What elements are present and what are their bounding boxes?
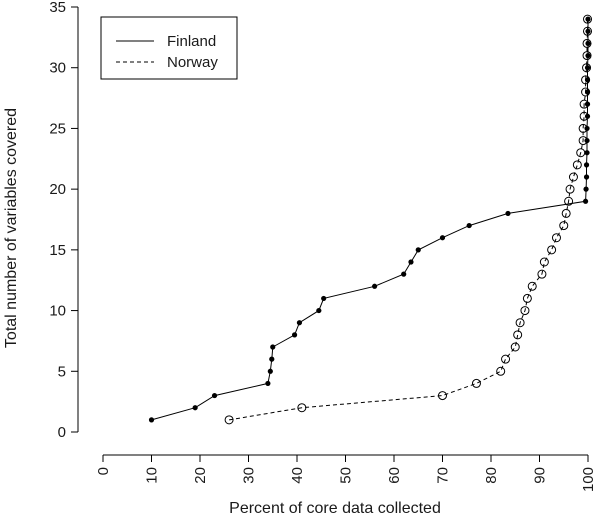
x-tick-label: 50 xyxy=(338,467,355,484)
data-point-finland xyxy=(505,210,511,217)
data-point-norway xyxy=(438,391,447,401)
legend-box xyxy=(100,16,238,80)
data-point-finland xyxy=(583,162,590,168)
data-point-norway xyxy=(551,233,561,243)
x-tick-label: 40 xyxy=(289,467,306,484)
data-point-norway xyxy=(527,281,537,291)
series-layer xyxy=(148,14,593,425)
data-point-finland xyxy=(584,150,590,156)
x-tick-label: 60 xyxy=(386,467,403,484)
data-point-finland xyxy=(415,247,421,253)
data-point-finland xyxy=(584,101,591,107)
data-point-norway xyxy=(582,63,592,73)
data-point-finland xyxy=(372,283,378,289)
data-point-finland xyxy=(211,392,218,399)
data-point-norway xyxy=(578,123,588,133)
series-norway xyxy=(224,14,593,425)
legend: Finland Norway xyxy=(100,16,238,80)
data-point-finland xyxy=(269,356,275,362)
x-tick-label: 0 xyxy=(95,467,112,475)
data-point-finland xyxy=(408,259,414,265)
data-point-finland xyxy=(584,113,591,119)
data-point-norway xyxy=(583,14,593,24)
data-point-norway xyxy=(579,99,589,109)
data-point-norway xyxy=(547,245,557,255)
data-point-finland xyxy=(296,320,303,326)
y-tick-label: 25 xyxy=(49,120,66,137)
series-line-finland xyxy=(151,19,589,421)
x-axis-title: Percent of core data collected xyxy=(229,500,441,517)
x-tick-label: 90 xyxy=(532,467,549,484)
data-point-norway xyxy=(522,293,532,303)
data-point-finland xyxy=(584,65,591,71)
data-point-norway xyxy=(583,26,593,36)
y-tick-label: 10 xyxy=(49,303,66,320)
data-point-finland xyxy=(584,89,591,95)
data-point-finland xyxy=(466,222,472,229)
data-point-finland xyxy=(585,16,591,22)
data-point-finland xyxy=(267,368,273,374)
data-point-finland xyxy=(585,28,591,34)
data-point-norway xyxy=(496,366,506,376)
data-point-norway xyxy=(582,51,592,61)
x-tick-label: 10 xyxy=(144,467,161,484)
data-point-finland xyxy=(584,77,591,83)
data-point-finland xyxy=(439,235,446,241)
series-line-norway xyxy=(229,19,588,421)
data-point-norway xyxy=(572,160,582,170)
data-point-norway xyxy=(582,38,592,48)
data-point-finland xyxy=(291,332,298,338)
x-tick-label: 100 xyxy=(580,467,596,492)
data-point-norway xyxy=(471,378,481,388)
data-point-finland xyxy=(192,405,198,411)
data-point-norway xyxy=(297,403,307,413)
data-point-finland xyxy=(321,295,327,302)
y-tick-label: 15 xyxy=(49,242,66,259)
y-axis-title: Total number of variables covered xyxy=(3,108,20,348)
data-point-norway xyxy=(539,257,549,267)
axes: 0 10 20 30 40 50 60 70 80 90 100 0 5 10 15 20 25 30 35 xyxy=(49,0,596,492)
y-tick-label: 5 xyxy=(58,363,66,380)
series-finland xyxy=(148,16,591,423)
data-point-finland xyxy=(583,174,590,180)
data-point-norway xyxy=(559,221,569,231)
y-tick-label: 20 xyxy=(49,181,66,198)
data-point-norway xyxy=(224,415,234,425)
legend-label-norway: Norway xyxy=(167,54,218,71)
data-point-norway xyxy=(579,111,589,121)
data-point-norway xyxy=(565,184,575,194)
y-tick-label: 35 xyxy=(49,0,66,16)
data-point-norway xyxy=(510,342,520,352)
data-point-norway xyxy=(578,136,588,146)
data-point-finland xyxy=(583,186,589,192)
data-point-norway xyxy=(568,172,578,182)
data-point-norway xyxy=(513,330,523,340)
data-point-finland xyxy=(585,40,591,47)
data-point-norway xyxy=(520,306,530,316)
legend-label-finland: Finland xyxy=(167,33,216,50)
data-point-finland xyxy=(585,52,591,59)
data-point-norway xyxy=(537,269,547,279)
y-tick-label: 0 xyxy=(58,424,66,441)
data-point-norway xyxy=(515,318,525,328)
data-point-norway xyxy=(501,354,511,364)
data-point-finland xyxy=(148,417,155,423)
data-point-finland xyxy=(316,307,322,314)
data-point-norway xyxy=(581,87,591,97)
y-tick-label: 30 xyxy=(49,60,66,77)
data-point-finland xyxy=(270,344,276,350)
data-point-norway xyxy=(581,75,591,85)
x-tick-label: 70 xyxy=(435,467,452,484)
x-tick-label: 80 xyxy=(483,467,500,484)
data-point-norway xyxy=(576,148,586,158)
data-point-finland xyxy=(582,198,589,204)
x-tick-label: 20 xyxy=(192,467,209,484)
x-tick-label: 30 xyxy=(241,467,258,484)
data-point-finland xyxy=(401,271,407,277)
data-point-norway xyxy=(564,196,574,206)
data-point-norway xyxy=(561,208,571,218)
data-point-finland xyxy=(265,380,271,387)
